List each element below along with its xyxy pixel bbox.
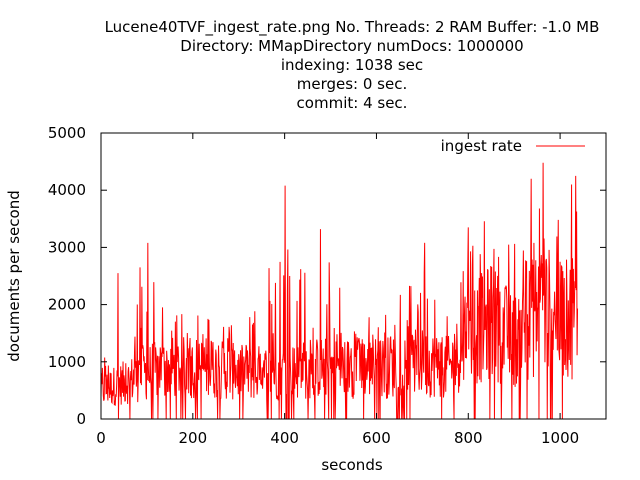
- series-layer: [100, 162, 579, 420]
- x-tick-label: 200: [178, 429, 207, 447]
- x-tick-label: 1000: [541, 429, 579, 447]
- title-line-4: merges: 0 sec.: [297, 75, 408, 93]
- title-line-5: commit: 4 sec.: [297, 94, 408, 112]
- x-tick-label: 400: [270, 429, 299, 447]
- x-axis-label: seconds: [321, 456, 382, 474]
- y-tick-label: 0: [76, 410, 86, 428]
- title-line-1: Lucene40TVF_ingest_rate.png No. Threads:…: [105, 18, 600, 37]
- legend: ingest rate: [441, 137, 585, 155]
- y-tick-label: 2000: [48, 296, 86, 314]
- chart-title: Lucene40TVF_ingest_rate.png No. Threads:…: [105, 18, 600, 112]
- y-tick-label: 1000: [48, 353, 86, 371]
- y-axis-label: documents per second: [5, 190, 23, 361]
- x-tick-label: 0: [96, 429, 106, 447]
- y-tick-label: 4000: [48, 181, 86, 199]
- title-line-3: indexing: 1038 sec: [281, 56, 423, 74]
- title-line-2: Directory: MMapDirectory numDocs: 100000…: [180, 37, 523, 55]
- axis-labels: seconds documents per second: [5, 190, 383, 474]
- x-tick-label: 600: [362, 429, 391, 447]
- legend-label-ingest-rate: ingest rate: [441, 137, 522, 155]
- y-tick-label: 5000: [48, 124, 86, 142]
- axis-ticks: 0 200 400 600 800 1000 0 1000 2000 3000 4000 5000: [48, 124, 606, 447]
- series-line-ingest-rate: [100, 162, 579, 420]
- y-tick-label: 3000: [48, 238, 86, 256]
- plot-frame: [100, 132, 607, 420]
- x-tick-label: 800: [454, 429, 483, 447]
